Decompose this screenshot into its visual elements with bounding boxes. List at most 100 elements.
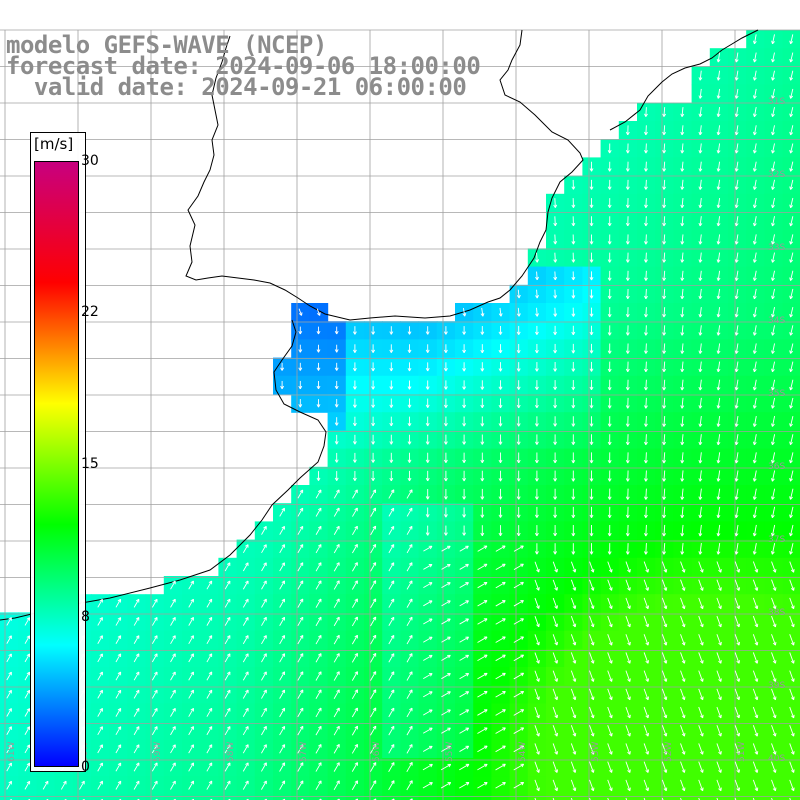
wind-arrow	[571, 271, 576, 281]
wind-cell	[54, 794, 74, 800]
wind-arrow	[553, 343, 558, 354]
wind-arrow	[662, 343, 667, 354]
wind-arrow	[752, 415, 757, 427]
wind-arrow	[662, 379, 667, 391]
coastline-uruguay	[185, 29, 584, 321]
wind-arrow	[716, 415, 721, 427]
wind-arrow	[662, 143, 667, 154]
wind-arrow	[370, 489, 377, 499]
wind-arrow	[716, 107, 721, 117]
wind-cell	[72, 794, 92, 800]
wind-arrow	[789, 361, 794, 373]
wind-arrow	[789, 379, 794, 391]
wind-arrow	[571, 216, 576, 227]
wind-cell	[145, 794, 165, 800]
wind-arrow	[389, 326, 394, 335]
wind-arrow	[371, 416, 376, 427]
wind-arrow	[553, 325, 558, 335]
wind-arrow	[716, 252, 721, 263]
wind-arrow	[625, 416, 630, 427]
wind-arrow	[589, 198, 594, 208]
wind-arrow	[698, 143, 703, 154]
wind-arrow	[789, 288, 794, 300]
wind-cell	[782, 721, 800, 741]
wind-arrow	[425, 380, 430, 390]
wind-cell	[764, 794, 784, 800]
wind-arrow	[644, 361, 648, 373]
wind-arrow	[789, 470, 794, 482]
wind-arrow	[316, 362, 321, 371]
wind-arrow	[534, 343, 539, 354]
wind-arrow	[625, 198, 630, 208]
wind-arrow	[480, 416, 485, 427]
wind-cell	[582, 794, 602, 800]
wind-arrow	[443, 326, 448, 335]
wind-arrow	[352, 489, 358, 499]
wind-arrow	[316, 380, 321, 390]
wind-speed-cells	[0, 30, 800, 800]
lon-label: 54W	[518, 742, 528, 762]
wind-arrow	[680, 143, 685, 154]
wind-arrow	[716, 325, 721, 336]
wind-arrow	[716, 143, 721, 154]
wind-arrow	[771, 52, 775, 63]
wind-arrow	[698, 252, 703, 263]
wind-arrow	[334, 344, 339, 353]
coastline	[0, 29, 759, 621]
wind-arrow	[698, 107, 703, 117]
wind-cell	[327, 794, 347, 800]
wind-arrow	[752, 107, 757, 117]
wind-arrow	[589, 271, 594, 281]
wind-cell	[655, 794, 674, 800]
wind-arrow	[662, 397, 667, 409]
wind-arrow	[589, 289, 594, 299]
wind-cell	[691, 794, 711, 800]
wind-cell	[782, 703, 800, 723]
wind-arrow	[644, 379, 648, 391]
wind-cell	[236, 794, 256, 800]
wind-arrow	[443, 452, 448, 463]
wind-arrow	[371, 470, 376, 482]
wind-arrow	[771, 397, 776, 409]
wind-arrow	[462, 307, 467, 317]
wind-arrow	[534, 470, 539, 482]
wind-arrow	[716, 88, 721, 99]
wind-arrow	[734, 470, 739, 482]
wind-arrow	[607, 379, 612, 391]
wind-arrow	[571, 416, 576, 427]
wind-arrow	[680, 270, 685, 281]
colorbar-gradient	[34, 161, 79, 767]
wind-arrow	[789, 34, 794, 45]
wind-cell	[782, 576, 800, 595]
wind-arrow	[571, 343, 576, 354]
wind-arrow	[389, 380, 394, 390]
wind-arrow	[716, 470, 721, 482]
wind-arrow	[607, 416, 612, 427]
wind-arrow	[698, 234, 703, 245]
wind-arrow	[334, 471, 339, 481]
wind-arrow	[352, 416, 357, 427]
wind-arrows	[6, 34, 795, 800]
lat-label: 37S	[768, 535, 785, 545]
wind-arrow	[571, 325, 576, 336]
wind-arrow	[734, 161, 739, 172]
wind-arrow	[480, 398, 485, 409]
wind-arrow	[352, 471, 357, 481]
wind-arrow	[789, 88, 794, 99]
wind-arrow	[662, 434, 667, 446]
wind-arrow	[425, 470, 430, 482]
wind-cell	[782, 776, 800, 795]
wind-arrow	[644, 198, 648, 208]
wind-arrow	[789, 107, 794, 117]
wind-arrow	[553, 470, 558, 482]
wind-arrow	[625, 234, 630, 245]
wind-arrow	[716, 197, 721, 209]
wind-arrow	[516, 398, 521, 409]
wind-arrow	[498, 362, 503, 372]
wind-arrow	[698, 361, 703, 373]
wind-arrow	[716, 343, 721, 354]
wind-arrow	[716, 452, 721, 464]
coastline-brazil	[609, 29, 759, 131]
wind-cell	[618, 794, 638, 800]
wind-arrow	[553, 216, 558, 227]
